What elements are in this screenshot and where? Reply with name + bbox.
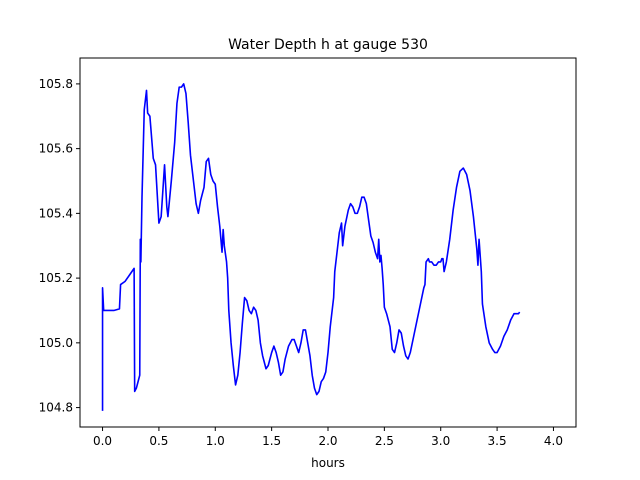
x-tick-label: 3.5 bbox=[488, 434, 507, 448]
y-tick-label: 105.0 bbox=[39, 336, 73, 350]
y-tick-label: 105.4 bbox=[39, 206, 73, 220]
series-line-0 bbox=[101, 83, 521, 411]
x-tick-label: 0.0 bbox=[93, 434, 112, 448]
x-tick-label: 2.0 bbox=[318, 434, 337, 448]
y-tick-label: 105.2 bbox=[39, 271, 73, 285]
y-tick-label: 104.8 bbox=[39, 401, 73, 415]
axes: 0.0 0.5 1.0 1.5 2.0 2.5 3.0 3.5 4.0 104.8 105.0 105… bbox=[39, 57, 577, 448]
y-tick-label: 105.6 bbox=[39, 142, 73, 156]
x-axis-label: hours bbox=[311, 456, 345, 470]
chart-title: Water Depth h at gauge 530 bbox=[228, 37, 428, 53]
y-tick-label: 105.8 bbox=[39, 77, 73, 91]
x-tick-label: 1.0 bbox=[206, 434, 225, 448]
x-tick-label: 0.5 bbox=[149, 434, 168, 448]
x-tick-label: 3.0 bbox=[431, 434, 450, 448]
x-tick-label: 4.0 bbox=[544, 434, 563, 448]
x-tick-label: 2.5 bbox=[375, 434, 394, 448]
plot-area bbox=[101, 83, 521, 411]
x-tick-label: 1.5 bbox=[262, 434, 281, 448]
